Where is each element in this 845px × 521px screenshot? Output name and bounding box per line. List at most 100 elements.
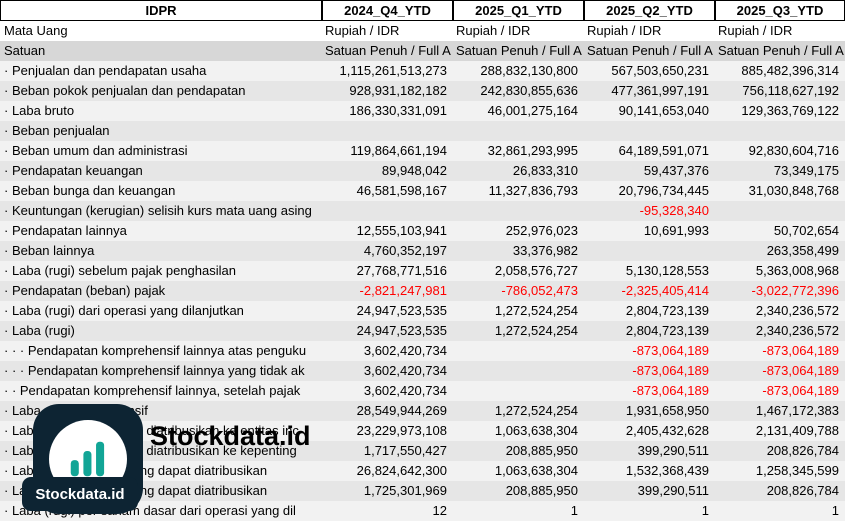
value-cell[interactable]	[453, 381, 584, 401]
value-cell[interactable]: 288,832,130,800	[480, 63, 578, 78]
row-label-cell[interactable]: · Laba (rugi) dari operasi yang dilanjut…	[4, 303, 244, 318]
value-cell[interactable]: -873,064,189	[762, 343, 839, 358]
column-header[interactable]: 2024_Q4_YTD	[322, 0, 453, 21]
value-cell[interactable]: 2,804,723,139	[625, 323, 709, 338]
value-cell[interactable]: 1,467,172,383	[755, 403, 839, 418]
row-label-cell[interactable]: · Beban bunga dan keuangan	[4, 183, 176, 198]
row-label-cell[interactable]: · Laba bruto	[4, 103, 75, 118]
value-cell[interactable]: 2,340,236,572	[755, 303, 839, 318]
value-cell[interactable]: -873,064,189	[632, 383, 709, 398]
value-cell[interactable]: 33,376,982	[512, 243, 578, 258]
value-cell[interactable]: 1,717,550,427	[363, 443, 447, 458]
value-cell[interactable]: 263,358,499	[766, 243, 839, 258]
value-cell[interactable]: -3,022,772,396	[751, 283, 839, 298]
value-cell[interactable]	[453, 121, 584, 141]
value-cell[interactable]	[322, 121, 453, 141]
value-cell[interactable]: -873,064,189	[762, 383, 839, 398]
value-cell[interactable]	[453, 361, 584, 381]
value-cell[interactable]: 1,258,345,599	[755, 463, 839, 478]
value-cell[interactable]: 73,349,175	[773, 163, 839, 178]
value-cell[interactable]: 2,804,723,139	[625, 303, 709, 318]
value-cell[interactable]: Satuan Penuh / Full A	[325, 43, 451, 58]
value-cell[interactable]: 20,796,734,445	[618, 183, 709, 198]
row-label-cell[interactable]: · Beban lainnya	[4, 243, 95, 258]
row-label-cell[interactable]: · Laba komprehensif yang dapat diatribus…	[4, 463, 268, 478]
value-cell[interactable]: 3,602,420,734	[363, 343, 447, 358]
value-cell[interactable]: 27,768,771,516	[356, 263, 447, 278]
value-cell[interactable]: 26,833,310	[512, 163, 578, 178]
row-label-cell[interactable]: · · Pendapatan komprehensif lainnya, set…	[4, 383, 301, 398]
row-label-cell[interactable]: · · · Pendapatan komprehensif lainnya at…	[4, 343, 307, 358]
value-cell[interactable]	[584, 241, 715, 261]
value-cell[interactable]: 32,861,293,995	[487, 143, 578, 158]
value-cell[interactable]: 46,001,275,164	[487, 103, 578, 118]
value-cell[interactable]: Rupiah / IDR	[325, 23, 400, 38]
row-label-cell[interactable]: · Laba (rugi) yang dapat diatribusikan k…	[4, 423, 299, 438]
value-cell[interactable]: -2,325,405,414	[621, 283, 709, 298]
value-cell[interactable]: 1,272,524,254	[494, 403, 578, 418]
value-cell[interactable]	[715, 121, 845, 141]
row-label-cell[interactable]: · Laba (rugi) sebelum pajak penghasilan	[4, 263, 236, 278]
value-cell[interactable]: 50,702,654	[773, 223, 839, 238]
value-cell[interactable]: 89,948,042	[381, 163, 447, 178]
row-label-cell[interactable]: · Penjualan dan pendapatan usaha	[4, 63, 207, 78]
row-label-cell[interactable]: Mata Uang	[4, 23, 68, 38]
value-cell[interactable]	[322, 201, 453, 221]
column-header[interactable]: 2025_Q1_YTD	[453, 0, 584, 21]
value-cell[interactable]: 129,363,769,122	[741, 103, 839, 118]
value-cell[interactable]: 3,602,420,734	[363, 383, 447, 398]
value-cell[interactable]: -95,328,340	[639, 203, 709, 218]
value-cell[interactable]: 1	[570, 503, 578, 518]
value-cell[interactable]: 2,058,576,727	[494, 263, 578, 278]
value-cell[interactable]: 5,130,128,553	[625, 263, 709, 278]
row-label-cell[interactable]: · Beban penjualan	[4, 123, 110, 138]
value-cell[interactable]: 46,581,598,167	[356, 183, 447, 198]
value-cell[interactable]: 59,437,376	[643, 163, 709, 178]
value-cell[interactable]: 64,189,591,071	[618, 143, 709, 158]
value-cell[interactable]: 1,063,638,304	[494, 463, 578, 478]
corner-header[interactable]: IDPR	[0, 0, 322, 21]
value-cell[interactable]: 4,760,352,197	[363, 243, 447, 258]
row-label-cell[interactable]: · Beban pokok penjualan dan pendapatan	[4, 83, 246, 98]
value-cell[interactable]: 928,931,182,182	[349, 83, 447, 98]
value-cell[interactable]: Satuan Penuh / Full A	[456, 43, 582, 58]
value-cell[interactable]: 1	[831, 503, 839, 518]
value-cell[interactable]: 1,532,368,439	[625, 463, 709, 478]
value-cell[interactable]: 885,482,396,314	[741, 63, 839, 78]
value-cell[interactable]: 1	[701, 503, 709, 518]
column-header[interactable]: 2025_Q3_YTD	[715, 0, 845, 21]
value-cell[interactable]: 186,330,331,091	[349, 103, 447, 118]
value-cell[interactable]: 12,555,103,941	[356, 223, 447, 238]
column-header[interactable]: 2025_Q2_YTD	[584, 0, 715, 21]
value-cell[interactable]: 208,885,950	[505, 443, 578, 458]
value-cell[interactable]: 252,976,023	[505, 223, 578, 238]
value-cell[interactable]: 28,549,944,269	[356, 403, 447, 418]
value-cell[interactable]	[715, 201, 845, 221]
value-cell[interactable]: Rupiah / IDR	[718, 23, 793, 38]
value-cell[interactable]: 1,063,638,304	[494, 423, 578, 438]
value-cell[interactable]: 119,864,661,194	[350, 143, 447, 158]
row-label-cell[interactable]: · Keuntungan (kerugian) selisih kurs mat…	[4, 203, 312, 218]
value-cell[interactable]: Satuan Penuh / Full A	[587, 43, 713, 58]
value-cell[interactable]: 1,272,524,254	[494, 303, 578, 318]
row-label-cell[interactable]: · Laba (rugi) per saham dasar dari opera…	[4, 503, 296, 518]
value-cell[interactable]: 90,141,653,040	[618, 103, 709, 118]
value-cell[interactable]: 12	[432, 503, 447, 518]
value-cell[interactable]: 31,030,848,768	[748, 183, 839, 198]
row-label-cell[interactable]: · · · Pendapatan komprehensif lainnya ya…	[4, 363, 305, 378]
row-label-cell[interactable]: · Pendapatan keuangan	[4, 163, 143, 178]
row-label-cell[interactable]: · Laba komprehensif yang dapat diatribus…	[4, 483, 268, 498]
value-cell[interactable]: 567,503,650,231	[611, 63, 709, 78]
value-cell[interactable]: 399,290,511	[637, 483, 709, 498]
value-cell[interactable]: 1,931,658,950	[625, 403, 709, 418]
value-cell[interactable]: Rupiah / IDR	[587, 23, 662, 38]
value-cell[interactable]	[453, 341, 584, 361]
value-cell[interactable]: 26,824,642,300	[356, 463, 447, 478]
value-cell[interactable]: 24,947,523,535	[356, 303, 447, 318]
value-cell[interactable]: -786,052,473	[501, 283, 578, 298]
value-cell[interactable]: 1,115,261,513,273	[339, 63, 447, 78]
value-cell[interactable]: -873,064,189	[632, 343, 709, 358]
value-cell[interactable]: 1,272,524,254	[494, 323, 578, 338]
value-cell[interactable]: 208,826,784	[766, 443, 839, 458]
value-cell[interactable]: Rupiah / IDR	[456, 23, 531, 38]
